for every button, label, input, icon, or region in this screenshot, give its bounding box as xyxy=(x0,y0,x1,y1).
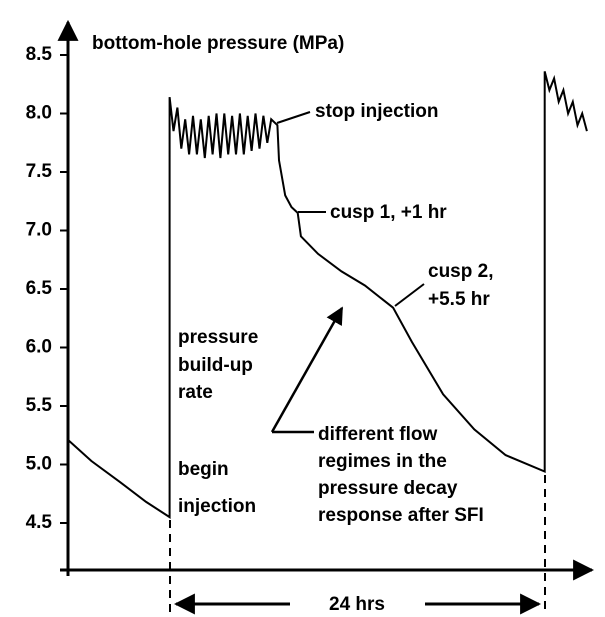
y-tick-label: 5.5 xyxy=(26,395,53,416)
annotation: +5.5 hr xyxy=(428,289,490,310)
y-tick-label: 8.5 xyxy=(26,44,53,65)
annotation: response after SFI xyxy=(318,505,484,526)
y-tick-label: 4.5 xyxy=(26,512,53,533)
annotation: pressure xyxy=(178,327,258,348)
leader-line xyxy=(276,111,311,124)
annotation: rate xyxy=(178,382,213,403)
y-tick-label: 8.0 xyxy=(26,103,52,124)
annotation: cusp 1, +1 hr xyxy=(330,202,447,223)
annotation: pressure decay xyxy=(318,478,458,499)
annotation: 24 hrs xyxy=(329,594,385,615)
y-tick-label: 7.5 xyxy=(26,161,53,182)
annotation: cusp 2, xyxy=(428,261,493,282)
leader-line xyxy=(394,283,425,307)
pointer-arrow xyxy=(270,306,344,433)
annotation: different flow xyxy=(318,424,437,445)
y-tick-label: 6.5 xyxy=(26,278,53,299)
y-tick-label: 7.0 xyxy=(26,220,52,241)
y-tick-label: 5.0 xyxy=(26,454,52,475)
annotation: begin xyxy=(178,459,229,480)
chart-title: bottom-hole pressure (MPa) xyxy=(92,33,344,54)
data-line xyxy=(67,71,588,519)
annotation: stop injection xyxy=(315,101,439,122)
annotation: build-up xyxy=(178,355,253,376)
annotation: regimes in the xyxy=(318,451,447,472)
annotation: injection xyxy=(178,496,256,517)
y-tick-label: 6.0 xyxy=(26,337,52,358)
